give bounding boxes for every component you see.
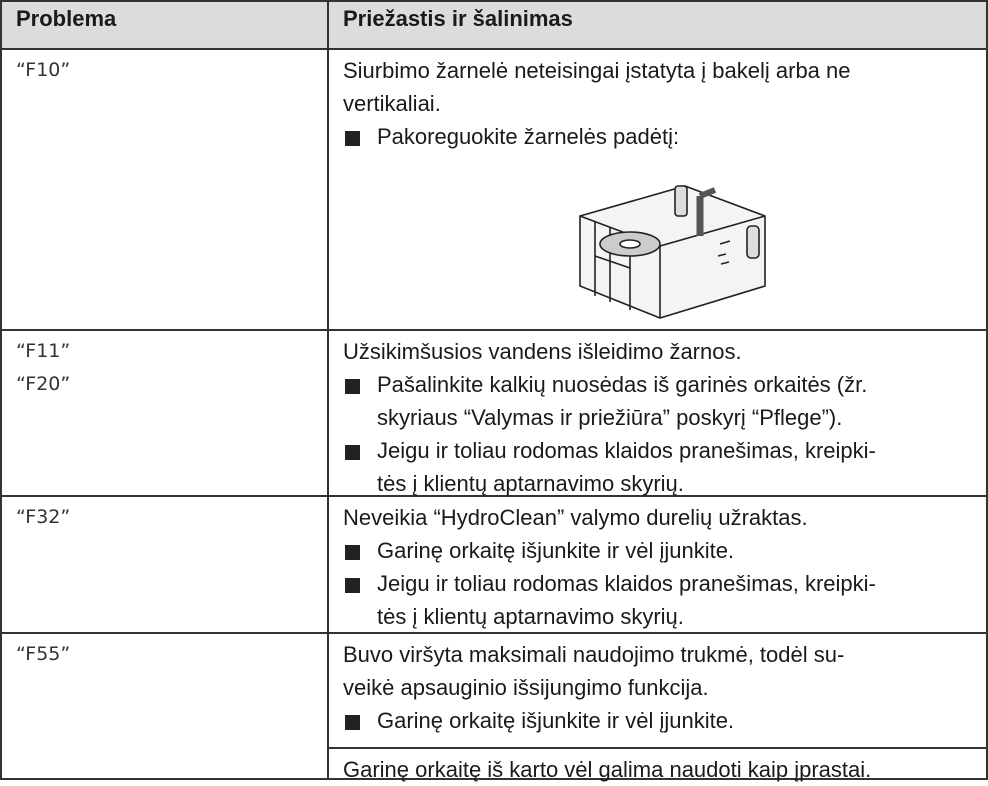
header-problem: Problema (0, 0, 329, 50)
bullet-text: Pašalinkite kalkių nuosėdas iš garinės o… (377, 372, 868, 397)
problem-cell: “F11” “F20” (0, 331, 329, 497)
error-code: “F20” (16, 373, 71, 395)
cause-cell: Siurbimo žarnelė neteisingai įstatyta į … (329, 50, 988, 331)
cause-text: Užsikimšusios vandens išleidimo žarnos. (343, 339, 742, 364)
cause-text: veikė apsauginio išsijungimo funkcija. (343, 675, 709, 700)
bullet-square (345, 545, 360, 560)
bullet-square (345, 131, 360, 146)
error-code: “F32” (16, 506, 71, 528)
remedy-note: Garinę orkaitę iš karto vėl galima naudo… (329, 747, 986, 786)
bullet-text: Garinę orkaitę išjunkite ir vėl įjunkite… (377, 538, 735, 563)
cause-cell: Užsikimšusios vandens išleidimo žarnos. P… (329, 331, 988, 497)
bullet-item: Pakoreguokite žarnelės padėtį: (343, 120, 972, 153)
problem-cell: “F32” (0, 497, 329, 634)
bullet-square (345, 379, 360, 394)
problem-cell: “F10” (0, 50, 329, 331)
bullet-text: Garinę orkaitę išjunkite ir vėl įjunkite… (377, 708, 735, 733)
cause-text: Siurbimo žarnelė neteisingai įstatyta į … (343, 58, 851, 83)
cause-text: Buvo viršyta maksimali naudojimo trukmė,… (343, 642, 845, 667)
note-text: Garinę orkaitę iš karto vėl galima naudo… (343, 757, 872, 782)
bullet-item: Pašalinkite kalkių nuosėdas iš garinės o… (343, 368, 972, 434)
problem-cell: “F55” (0, 634, 329, 780)
header-cause: Priežastis ir šalinimas (329, 0, 988, 50)
error-code: “F11” (16, 340, 71, 362)
bullet-square (345, 578, 360, 593)
bullet-item: Jeigu ir toliau rodomas klaidos pranešim… (343, 567, 972, 633)
bullet-square (345, 445, 360, 460)
tank-illustration (579, 185, 766, 319)
bullet-square (345, 715, 360, 730)
bullet-text: Pakoreguokite žarnelės padėtį: (377, 124, 680, 149)
error-code: “F55” (16, 643, 71, 665)
error-code: “F10” (16, 59, 71, 81)
cause-cell: Buvo viršyta maksimali naudojimo trukmė,… (329, 634, 988, 782)
bullet-text: tės į klientų aptarnavimo skyrių. (377, 471, 684, 496)
bullet-text: Jeigu ir toliau rodomas klaidos pranešim… (377, 571, 876, 596)
cause-cell: Neveikia “HydroClean” valymo durelių užr… (329, 497, 988, 634)
bullet-text: skyriaus “Valymas ir priežiūra” poskyrį … (377, 405, 843, 430)
bullet-item: Jeigu ir toliau rodomas klaidos pranešim… (343, 434, 972, 500)
bullet-item: Garinę orkaitę išjunkite ir vėl įjunkite… (343, 534, 972, 567)
bullet-text: tės į klientų aptarnavimo skyrių. (377, 604, 684, 629)
bullet-item: Garinę orkaitę išjunkite ir vėl įjunkite… (343, 704, 972, 737)
bullet-text: Jeigu ir toliau rodomas klaidos pranešim… (377, 438, 876, 463)
cause-text: vertikaliai. (343, 91, 441, 116)
cause-text: Neveikia “HydroClean” valymo durelių užr… (343, 505, 808, 530)
